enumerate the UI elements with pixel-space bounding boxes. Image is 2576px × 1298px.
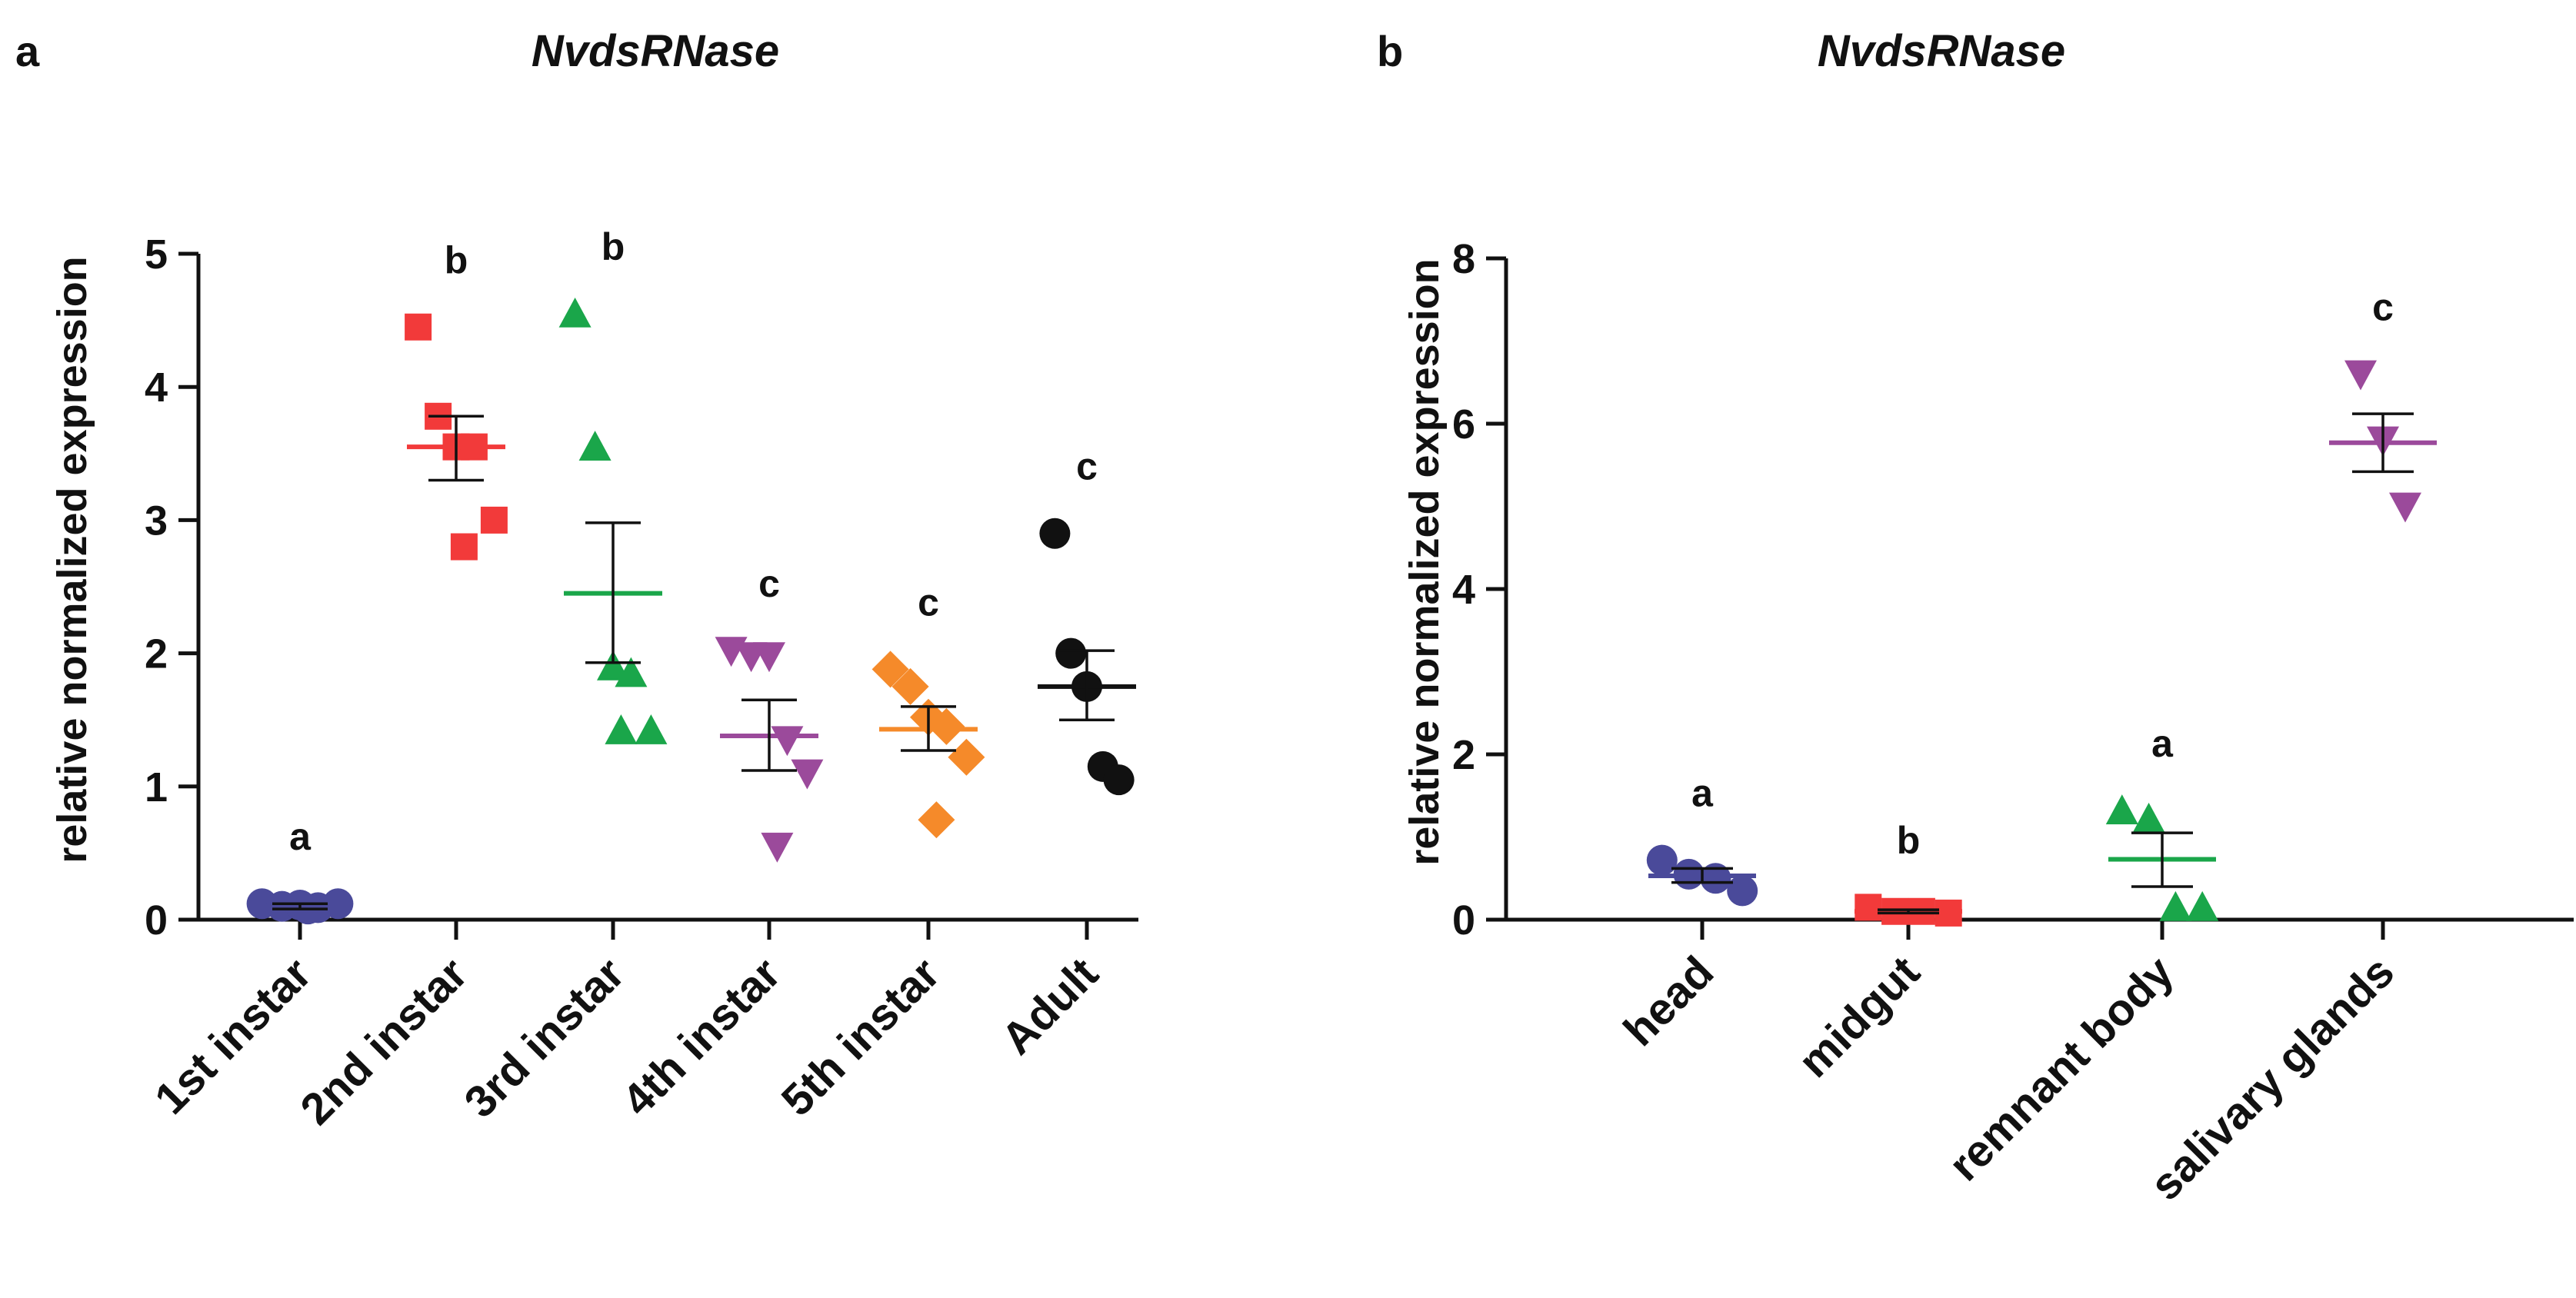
data-point xyxy=(1055,637,1087,669)
significance-letter: b xyxy=(1897,819,1921,862)
data-point xyxy=(1103,764,1135,796)
data-point xyxy=(891,667,929,705)
chart-panel-a: a NvdsRNase relative normalized expression… xyxy=(15,26,1138,1134)
error-bar xyxy=(2131,831,2193,888)
x-category-label: 2nd instar xyxy=(291,948,477,1134)
data-point xyxy=(322,888,354,920)
x-category-label: 3rd instar xyxy=(455,948,634,1127)
data-point xyxy=(753,642,785,673)
chart-panel-b: b NvdsRNase relative normalized expression… xyxy=(1377,26,2574,1210)
data-point xyxy=(1727,875,1758,907)
data-point xyxy=(480,506,508,534)
x-category-label: remnant body xyxy=(1939,947,2183,1190)
error-bar xyxy=(428,414,484,482)
y-tick-label: 4 xyxy=(145,364,168,411)
data-point xyxy=(1646,844,1678,876)
panel-letter: a xyxy=(15,27,40,75)
significance-letter: a xyxy=(289,815,312,858)
error-bar xyxy=(1671,867,1733,884)
x-category-label: 5th instar xyxy=(772,948,950,1126)
significance-letter: c xyxy=(918,581,939,624)
data-point xyxy=(1700,863,1731,894)
panel-letter: b xyxy=(1377,27,1403,75)
data-point xyxy=(558,297,592,328)
error-bar xyxy=(1878,908,1939,915)
error-bar xyxy=(585,521,641,664)
data-point xyxy=(578,431,612,461)
chart-title: NvdsRNase xyxy=(532,26,779,76)
data-point xyxy=(918,801,955,839)
data-point xyxy=(761,832,794,863)
data-point xyxy=(928,707,965,745)
data-point xyxy=(791,759,824,790)
data-point xyxy=(948,738,985,776)
x-category-label: Adult xyxy=(991,948,1108,1064)
y-tick-label: 2 xyxy=(145,631,168,677)
y-tick-label: 6 xyxy=(1452,401,1475,448)
data-point xyxy=(2344,360,2377,391)
y-axis-label: relative normalized expression xyxy=(49,256,95,863)
y-tick-label: 3 xyxy=(145,498,168,544)
data-point xyxy=(2159,890,2192,921)
data-point xyxy=(450,533,478,561)
y-tick-label: 5 xyxy=(145,231,168,278)
data-point xyxy=(1039,518,1071,549)
significance-letter: b xyxy=(445,238,468,281)
y-tick-label: 8 xyxy=(1452,236,1475,282)
significance-letter: a xyxy=(2151,722,2174,765)
error-bar xyxy=(1059,649,1115,721)
significance-letter: c xyxy=(758,562,780,605)
data-point xyxy=(405,313,432,341)
significance-letter: b xyxy=(602,225,625,268)
error-bar xyxy=(741,698,797,772)
significance-letter: c xyxy=(1076,445,1098,488)
y-tick-label: 1 xyxy=(145,764,168,810)
data-point xyxy=(1855,894,1882,921)
error-bar xyxy=(901,705,956,752)
y-tick-label: 2 xyxy=(1452,732,1475,778)
data-point xyxy=(635,714,668,744)
significance-letter: c xyxy=(2372,286,2394,329)
x-category-label: midgut xyxy=(1789,947,1930,1087)
data-point xyxy=(2186,890,2219,921)
significance-letter: a xyxy=(1691,772,1714,815)
x-category-label: head xyxy=(1615,947,1724,1056)
data-point xyxy=(615,657,648,687)
data-point xyxy=(2132,802,2165,833)
data-point xyxy=(605,714,638,744)
data-point xyxy=(2105,794,2138,824)
chart-title: NvdsRNase xyxy=(1818,26,2065,76)
y-tick-label: 0 xyxy=(145,897,168,944)
data-point xyxy=(597,650,629,681)
data-point xyxy=(2389,492,2421,523)
x-category-label: 4th instar xyxy=(613,948,791,1126)
error-bar xyxy=(2352,412,2414,474)
error-bar xyxy=(272,902,328,910)
y-tick-label: 0 xyxy=(1452,897,1475,944)
data-point xyxy=(871,651,909,688)
data-point xyxy=(771,726,804,757)
x-category-label: salivary glands xyxy=(2141,947,2404,1210)
y-tick-label: 4 xyxy=(1452,567,1475,613)
y-axis-label: relative normalized expression xyxy=(1401,258,1448,865)
